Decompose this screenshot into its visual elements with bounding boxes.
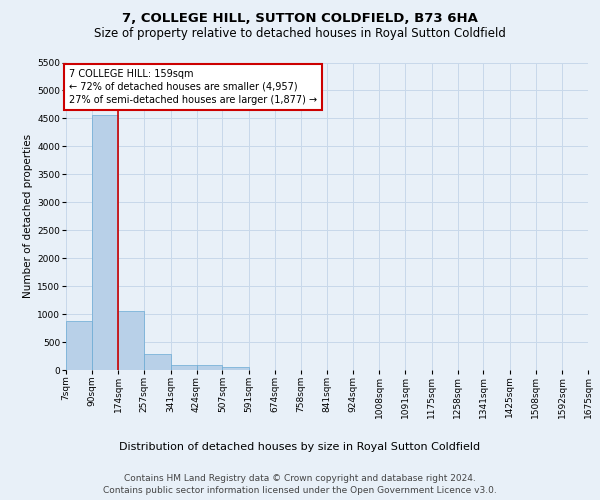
Bar	[197, 365, 223, 370]
Text: Contains HM Land Registry data © Crown copyright and database right 2024.: Contains HM Land Registry data © Crown c…	[124, 474, 476, 483]
Bar	[92, 115, 118, 370]
Bar	[118, 310, 144, 370]
Bar	[223, 367, 249, 370]
Text: Size of property relative to detached houses in Royal Sutton Coldfield: Size of property relative to detached ho…	[94, 28, 506, 40]
Bar	[66, 321, 92, 370]
Text: Contains public sector information licensed under the Open Government Licence v3: Contains public sector information licen…	[103, 486, 497, 495]
Y-axis label: Number of detached properties: Number of detached properties	[23, 134, 33, 298]
Bar	[144, 354, 170, 370]
Text: 7, COLLEGE HILL, SUTTON COLDFIELD, B73 6HA: 7, COLLEGE HILL, SUTTON COLDFIELD, B73 6…	[122, 12, 478, 26]
Text: Distribution of detached houses by size in Royal Sutton Coldfield: Distribution of detached houses by size …	[119, 442, 481, 452]
Bar	[170, 365, 197, 370]
Text: 7 COLLEGE HILL: 159sqm
← 72% of detached houses are smaller (4,957)
27% of semi-: 7 COLLEGE HILL: 159sqm ← 72% of detached…	[68, 68, 317, 105]
